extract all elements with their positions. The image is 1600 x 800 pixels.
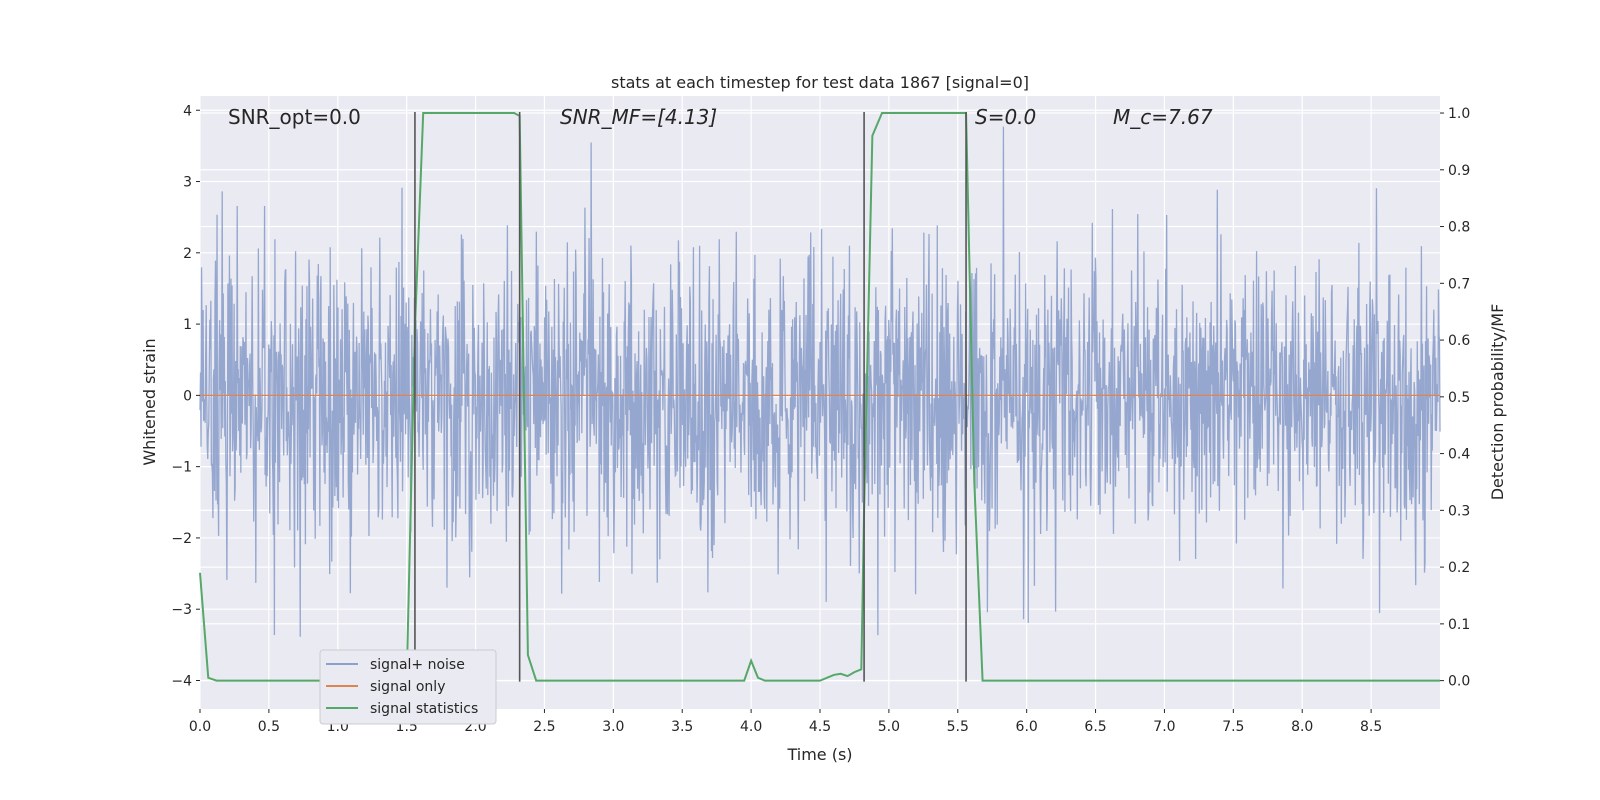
legend-label-noise: signal+ noise xyxy=(370,657,465,673)
x-tick-label: 7.0 xyxy=(1153,719,1175,735)
y-tick-label: −2 xyxy=(171,531,192,547)
x-tick-label: 0.5 xyxy=(258,719,280,735)
y-tick-label: 2 xyxy=(183,246,192,262)
x-tick-label: 6.0 xyxy=(1016,719,1038,735)
x-tick-label: 7.5 xyxy=(1222,719,1244,735)
legend-box xyxy=(319,649,497,725)
y2-tick-label: 0.0 xyxy=(1448,674,1470,690)
y2-tick-label: 0.1 xyxy=(1448,617,1470,633)
y-axis-label: Whitened strain xyxy=(140,338,159,465)
annotation-snr-mf: SNR_MF=[4.13] xyxy=(560,105,717,129)
series-line-signal-statistics xyxy=(199,112,1440,682)
x-tick-label: 6.5 xyxy=(1084,719,1106,735)
x-tick-label: 8.0 xyxy=(1291,719,1313,735)
y-tick-label: 3 xyxy=(183,175,192,191)
y2-tick-label: 0.6 xyxy=(1448,333,1470,349)
y-tick-label: 1 xyxy=(183,317,192,333)
y2-tick-label: 0.2 xyxy=(1448,560,1470,576)
annotation-mc-value: M_c=7.67 xyxy=(1113,105,1213,129)
legend-label-signal-statistics: signal statistics xyxy=(370,701,478,717)
x-tick-label: 3.5 xyxy=(671,719,693,735)
x-tick-label: 2.5 xyxy=(533,719,555,735)
legend-label-signal-only: signal only xyxy=(370,679,445,695)
y-tick-label: −4 xyxy=(171,673,192,689)
x-tick-label: 4.5 xyxy=(809,719,831,735)
x-tick-label: 4.0 xyxy=(740,719,762,735)
y-tick-labels: −4 −3 −2 −1 0 1 2 3 4 xyxy=(171,103,200,689)
y-tick-label: 0 xyxy=(183,388,192,404)
annotation-s-value: S=0.0 xyxy=(975,105,1036,129)
vertical-lines xyxy=(414,112,967,682)
y-tick-label: 4 xyxy=(183,103,192,119)
x-tick-label: 5.5 xyxy=(947,719,969,735)
y2-tick-label: 0.3 xyxy=(1448,503,1470,519)
y2-tick-label: 0.9 xyxy=(1448,163,1470,179)
annotation-snr-opt: SNR_opt=0.0 xyxy=(228,105,361,129)
x-tick-label: 5.0 xyxy=(878,719,900,735)
x-tick-label: 3.0 xyxy=(602,719,624,735)
signal-noise-line xyxy=(199,126,1441,637)
y2-tick-label: 0.8 xyxy=(1448,220,1470,236)
chart-title: stats at each timestep for test data 186… xyxy=(611,73,1029,92)
series-layer xyxy=(199,112,1440,682)
signal-noise-series xyxy=(199,126,1441,637)
y-tick-label: −3 xyxy=(171,602,192,618)
x-tick-label: 0.0 xyxy=(189,719,211,735)
y2-tick-label: 1.0 xyxy=(1448,106,1470,122)
y2-tick-label: 0.7 xyxy=(1448,276,1470,292)
x-tick-label: 8.5 xyxy=(1360,719,1382,735)
y2-axis-label: Detection probability/MF xyxy=(1488,304,1507,501)
y2-tick-labels: 0.0 0.1 0.2 0.3 0.4 0.5 0.6 0.7 0.8 0.9 1.0 xyxy=(1440,106,1470,690)
x-axis-label: Time (s) xyxy=(786,745,852,764)
y2-tick-label: 0.4 xyxy=(1448,447,1470,463)
y2-tick-label: 0.5 xyxy=(1448,390,1470,406)
legend: signal+ noise signal only signal statist… xyxy=(319,649,497,725)
y-tick-label: −1 xyxy=(171,460,192,476)
